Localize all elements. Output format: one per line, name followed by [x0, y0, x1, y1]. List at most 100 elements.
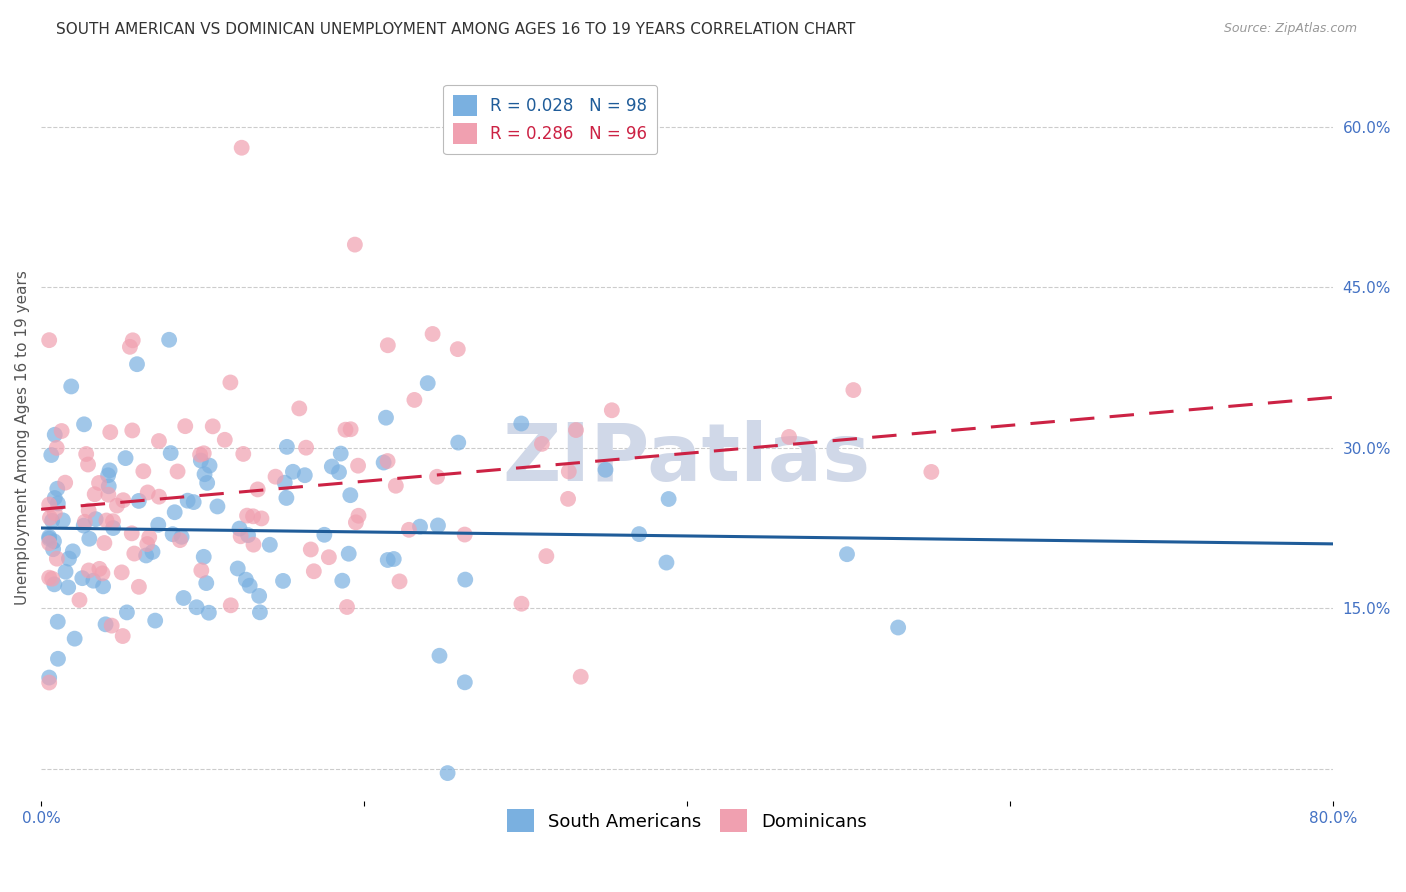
Point — [510, 417, 533, 431]
Point — [328, 465, 350, 479]
Point — [125, 357, 148, 371]
Point — [55, 565, 77, 579]
Point — [207, 500, 229, 514]
Point — [77, 503, 100, 517]
Point — [148, 490, 170, 504]
Point — [162, 527, 184, 541]
Point — [330, 574, 353, 588]
Point — [246, 483, 269, 497]
Point — [377, 454, 399, 468]
Point — [128, 494, 150, 508]
Point — [72, 571, 94, 585]
Point — [295, 441, 318, 455]
Point — [38, 536, 60, 550]
Point — [569, 670, 592, 684]
Point — [557, 491, 579, 506]
Point — [314, 528, 336, 542]
Point — [447, 435, 470, 450]
Point — [242, 538, 264, 552]
Point — [536, 549, 558, 563]
Point — [427, 518, 450, 533]
Point — [73, 515, 96, 529]
Point — [39, 448, 62, 462]
Point — [339, 422, 361, 436]
Point — [135, 549, 157, 563]
Point — [302, 564, 325, 578]
Point — [97, 479, 120, 493]
Text: Source: ZipAtlas.com: Source: ZipAtlas.com — [1223, 22, 1357, 36]
Point — [170, 530, 193, 544]
Point — [259, 538, 281, 552]
Point — [60, 379, 83, 393]
Point — [93, 536, 115, 550]
Point — [105, 499, 128, 513]
Point — [38, 671, 60, 685]
Point — [236, 508, 259, 523]
Point — [58, 551, 80, 566]
Point — [198, 458, 221, 473]
Point — [96, 514, 118, 528]
Point — [193, 467, 215, 482]
Point — [429, 648, 451, 663]
Point — [214, 433, 236, 447]
Point — [84, 512, 107, 526]
Point — [101, 521, 124, 535]
Point — [124, 547, 146, 561]
Point — [97, 488, 120, 502]
Point — [188, 448, 211, 462]
Y-axis label: Unemployment Among Ages 16 to 19 years: Unemployment Among Ages 16 to 19 years — [15, 269, 30, 605]
Point — [98, 425, 121, 439]
Point — [239, 579, 262, 593]
Point — [138, 530, 160, 544]
Point — [628, 527, 651, 541]
Point — [121, 424, 143, 438]
Point — [373, 456, 395, 470]
Point — [52, 513, 75, 527]
Point — [77, 458, 100, 472]
Text: SOUTH AMERICAN VS DOMINICAN UNEMPLOYMENT AMONG AGES 16 TO 19 YEARS CORRELATION C: SOUTH AMERICAN VS DOMINICAN UNEMPLOYMENT… — [56, 22, 856, 37]
Point — [82, 574, 104, 588]
Text: ZIPatlas: ZIPatlas — [503, 420, 872, 498]
Point — [375, 410, 398, 425]
Point — [377, 338, 399, 352]
Point — [288, 401, 311, 416]
Point — [42, 534, 65, 549]
Point — [38, 333, 60, 347]
Point — [44, 427, 66, 442]
Point — [388, 574, 411, 589]
Point — [62, 544, 84, 558]
Point — [91, 566, 114, 581]
Point — [337, 547, 360, 561]
Point — [228, 522, 250, 536]
Point — [38, 675, 60, 690]
Point — [111, 566, 134, 580]
Point — [276, 440, 298, 454]
Point — [77, 564, 100, 578]
Point — [46, 496, 69, 510]
Legend: South Americans, Dominicans: South Americans, Dominicans — [499, 802, 875, 839]
Point — [336, 599, 359, 614]
Point — [38, 571, 60, 585]
Point — [416, 376, 439, 391]
Point — [128, 580, 150, 594]
Point — [558, 465, 581, 479]
Point — [190, 453, 212, 467]
Point — [281, 465, 304, 479]
Point — [121, 334, 143, 348]
Point — [242, 509, 264, 524]
Point — [45, 551, 67, 566]
Point — [157, 333, 180, 347]
Point — [600, 403, 623, 417]
Point — [148, 434, 170, 448]
Point — [299, 542, 322, 557]
Point — [186, 600, 208, 615]
Point — [173, 591, 195, 605]
Point — [835, 547, 858, 561]
Point — [343, 237, 366, 252]
Point — [347, 508, 370, 523]
Point — [249, 605, 271, 619]
Point — [38, 498, 60, 512]
Point — [114, 451, 136, 466]
Point — [136, 537, 159, 551]
Point — [132, 464, 155, 478]
